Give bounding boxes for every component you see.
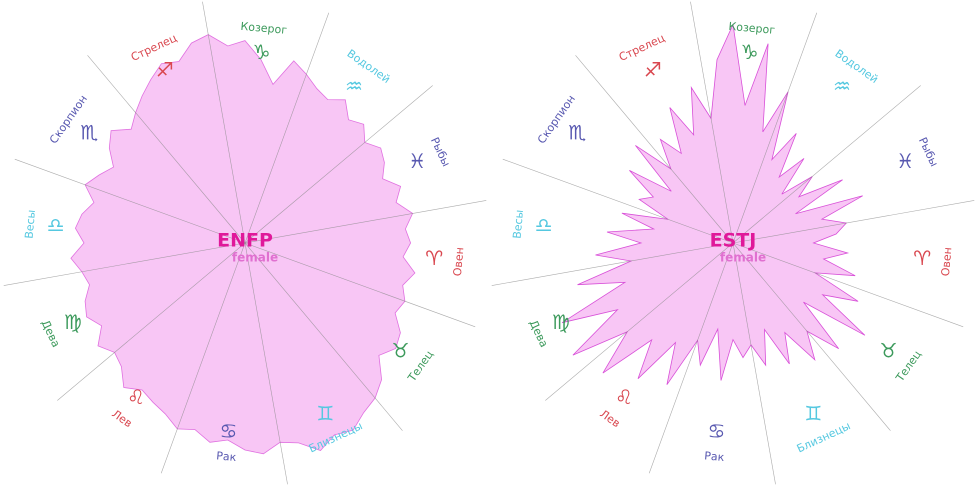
sector-divider bbox=[244, 200, 487, 244]
sign-name: Козерог bbox=[728, 20, 776, 37]
sign-name: Дева bbox=[527, 318, 551, 349]
sign-name: Весы bbox=[23, 209, 38, 239]
sign-symbol: ♌ bbox=[127, 385, 145, 409]
sign-symbol: ♋ bbox=[219, 419, 237, 443]
sign-name: Овен bbox=[939, 247, 954, 277]
chart-title: ESTJ bbox=[710, 230, 757, 252]
radial-chart: Козерог♑ Водолей♒Рыбы♓Овен♈Телец♉Близнецы… bbox=[491, 1, 975, 485]
sign-name: Рыбы bbox=[428, 135, 453, 168]
radial-area bbox=[70, 34, 416, 455]
sign-symbol: ♈ bbox=[913, 246, 931, 270]
sector-divider bbox=[87, 55, 246, 244]
sign-symbol: ♍ bbox=[552, 310, 570, 334]
sign-symbol: ♌ bbox=[615, 385, 633, 409]
sector-divider bbox=[244, 242, 403, 431]
sector-divider bbox=[648, 242, 734, 474]
sign-name: Дева bbox=[39, 318, 63, 349]
sign-symbol: ♏ bbox=[568, 121, 586, 145]
sector-divider bbox=[57, 242, 246, 401]
sign-symbol: ♒ bbox=[833, 74, 851, 98]
chart-subtitle: female bbox=[232, 251, 278, 265]
sign-name: Рак bbox=[704, 449, 725, 464]
sector-divider bbox=[732, 85, 921, 244]
sector-divider bbox=[732, 200, 975, 244]
sector-divider bbox=[202, 1, 246, 244]
sign-symbol: ♐ bbox=[156, 57, 174, 81]
sign-symbol: ♎ bbox=[47, 213, 65, 237]
sector-divider bbox=[244, 242, 476, 328]
sector-divider bbox=[732, 242, 964, 328]
sector-divider bbox=[244, 12, 330, 244]
sign-name: Лев bbox=[597, 407, 622, 430]
sign-name: Овен bbox=[451, 247, 466, 277]
sector-divider bbox=[491, 242, 734, 286]
sign-name: Лев bbox=[109, 407, 134, 430]
sector-divider bbox=[3, 242, 246, 286]
sign-symbol: ♒ bbox=[345, 74, 363, 98]
sector-divider bbox=[732, 12, 818, 244]
sign-symbol: ♎ bbox=[535, 213, 553, 237]
sign-symbol: ♊ bbox=[804, 402, 822, 426]
sign-name: Весы bbox=[511, 209, 526, 239]
sector-divider bbox=[14, 158, 246, 244]
sign-symbol: ♏ bbox=[80, 121, 98, 145]
sign-symbol: ♋ bbox=[707, 419, 725, 443]
sign-symbol: ♐ bbox=[644, 57, 662, 81]
sector-divider bbox=[732, 242, 891, 431]
sector-divider bbox=[160, 242, 246, 474]
sector-divider bbox=[244, 85, 433, 244]
radial-chart: Козерог♑ Водолей♒Рыбы♓Овен♈Телец♉Близнецы… bbox=[3, 1, 487, 485]
sign-symbol: ♑ bbox=[253, 40, 271, 64]
radial-area bbox=[561, 23, 866, 385]
sign-symbol: ♉ bbox=[880, 338, 898, 362]
sign-symbol: ♊ bbox=[316, 402, 334, 426]
sign-symbol: ♈ bbox=[425, 246, 443, 270]
sector-divider bbox=[545, 242, 734, 401]
chart-title: ENFP bbox=[217, 230, 273, 252]
sector-divider bbox=[732, 242, 776, 485]
sector-divider bbox=[502, 158, 734, 244]
sign-name: Рак bbox=[216, 449, 237, 464]
chart-subtitle: female bbox=[720, 251, 766, 265]
sector-divider bbox=[690, 1, 734, 244]
sign-name: Козерог bbox=[240, 20, 288, 37]
sign-symbol: ♍ bbox=[64, 310, 82, 334]
sector-divider bbox=[575, 55, 734, 244]
sign-symbol: ♓ bbox=[896, 149, 914, 173]
sector-divider bbox=[244, 242, 288, 485]
sign-symbol: ♉ bbox=[392, 338, 410, 362]
sign-symbol: ♓ bbox=[408, 149, 426, 173]
sign-name: Рыбы bbox=[916, 135, 941, 168]
sign-symbol: ♑ bbox=[741, 40, 759, 64]
